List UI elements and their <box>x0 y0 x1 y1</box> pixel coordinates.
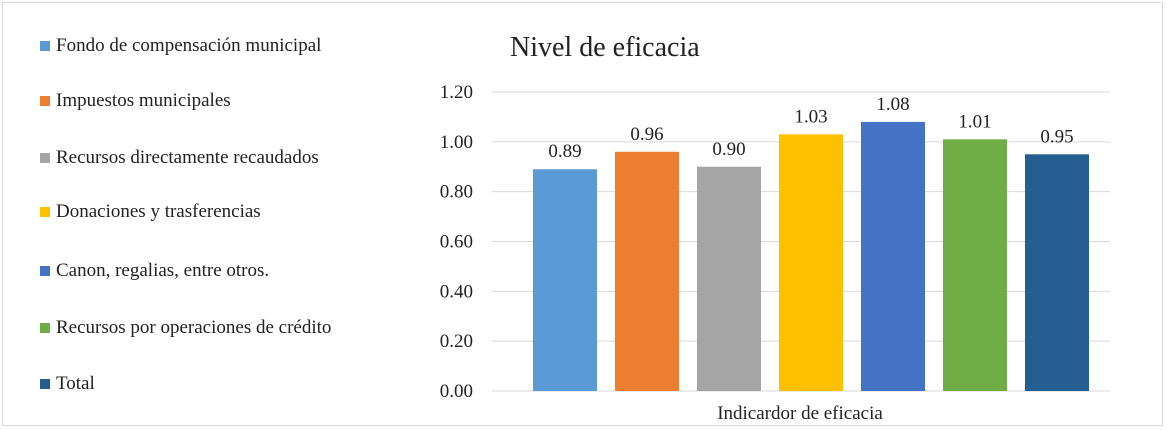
legend-swatch <box>40 207 50 217</box>
bar <box>943 139 1007 391</box>
data-label: 0.95 <box>1040 126 1073 147</box>
data-label: 0.90 <box>712 139 745 160</box>
y-tick-label: 0.60 <box>440 232 473 253</box>
y-tick-label: 0.20 <box>440 331 473 352</box>
y-tick-label: 0.00 <box>440 381 473 402</box>
legend-swatch <box>40 153 50 163</box>
legend-swatch <box>40 379 50 389</box>
bar <box>1025 154 1089 391</box>
chart-title: Nivel de eficacia <box>510 32 700 63</box>
bar <box>861 121 925 392</box>
legend-label: Canon, regalias, entre otros. <box>56 260 270 281</box>
y-tick-label: 0.80 <box>440 182 473 203</box>
legend-label: Fondo de compensación municipal <box>56 35 322 56</box>
bar <box>533 169 597 391</box>
y-tick-label: 0.40 <box>440 281 473 302</box>
data-label: 1.03 <box>794 106 827 127</box>
legend-label: Impuestos municipales <box>56 90 231 111</box>
data-label: 1.08 <box>876 94 909 115</box>
x-axis-label: Indicardor de eficacia <box>717 403 883 424</box>
bar <box>779 134 843 391</box>
legend-label: Total <box>56 373 95 394</box>
y-tick-label: 1.00 <box>440 132 473 153</box>
data-label: 0.89 <box>548 141 581 162</box>
y-tick-label: 1.20 <box>440 82 473 103</box>
legend-swatch <box>40 41 50 51</box>
legend-swatch <box>40 96 50 106</box>
legend-swatch <box>40 323 50 333</box>
bar <box>697 166 761 391</box>
legend-label: Donaciones y trasferencias <box>56 201 261 222</box>
data-label: 0.96 <box>630 124 663 145</box>
bar <box>615 151 679 391</box>
legend-label: Recursos por operaciones de crédito <box>56 317 332 338</box>
data-label: 1.01 <box>958 111 991 132</box>
legend-swatch <box>40 266 50 276</box>
legend-label: Recursos directamente recaudados <box>56 147 319 168</box>
